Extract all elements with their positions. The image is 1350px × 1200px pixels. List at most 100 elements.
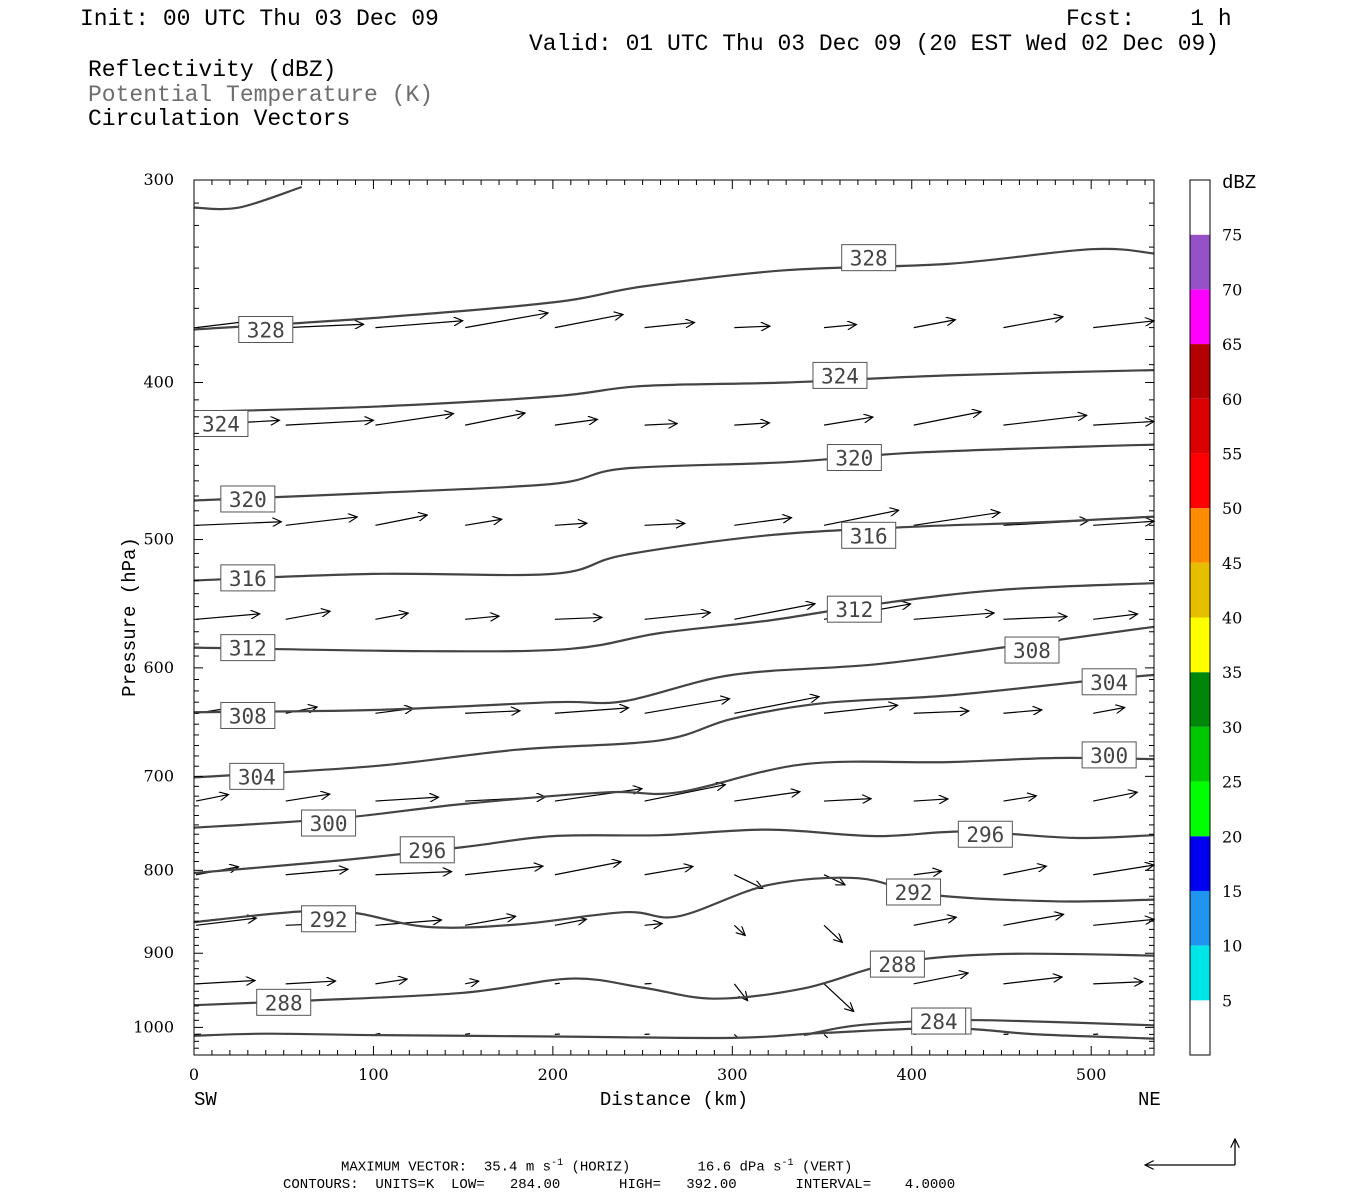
- colorbar-label: 75: [1222, 226, 1242, 245]
- max-vector-vert: 16.6 dPa s: [697, 1159, 782, 1176]
- svg-text:328: 328: [850, 247, 888, 271]
- theta-contour-300: [193, 756, 1155, 829]
- circulation-vector: [733, 924, 745, 935]
- theta-contour-316: [193, 515, 1155, 582]
- circulation-vector: [823, 705, 898, 714]
- y-tick-label: 300: [143, 170, 174, 189]
- circulation-vector: [734, 874, 762, 889]
- circulation-vector: [285, 324, 364, 327]
- circulation-vector: [1003, 866, 1046, 876]
- colorbar-label: 45: [1222, 554, 1242, 573]
- circulation-vector: [1003, 710, 1041, 713]
- circulation-vector: [644, 613, 711, 620]
- colorbar-label: 5: [1222, 991, 1232, 1010]
- circulation-vector: [554, 919, 587, 926]
- circulation-vector: [1003, 415, 1086, 426]
- vert-exponent: -1: [781, 1158, 794, 1169]
- circulation-vector: [285, 420, 374, 426]
- circulation-vector: [195, 522, 281, 526]
- colorbar-label: 25: [1222, 773, 1242, 792]
- circulation-vector: [375, 920, 441, 926]
- circulation-vector: [823, 983, 854, 1012]
- contour-label: 320: [220, 485, 276, 513]
- valid-time: Valid: 01 UTC Thu 03 Dec 09 (20 EST Wed …: [529, 31, 1220, 57]
- circulation-vector: [375, 515, 427, 526]
- circulation-vector: [1093, 792, 1137, 802]
- circulation-vector: [465, 616, 499, 619]
- y-tick-label: 500: [143, 530, 174, 549]
- contour-label: 296: [399, 836, 455, 864]
- circulation-vector: [285, 869, 348, 876]
- circulation-vector: [1093, 919, 1154, 926]
- circulation-vector: [285, 517, 357, 526]
- colorbar-segment: [1190, 234, 1210, 290]
- circulation-vector: [823, 924, 842, 942]
- circulation-vector: [285, 981, 336, 984]
- circulation-vector: [554, 789, 642, 802]
- circulation-vector: [823, 325, 856, 328]
- contour-label: 284: [911, 1007, 967, 1035]
- colorbar-label: 70: [1222, 280, 1242, 299]
- contour-label: 292: [886, 878, 942, 906]
- circulation-vector: [465, 413, 525, 426]
- colorbar-label: 65: [1222, 335, 1242, 354]
- svg-text:288: 288: [265, 991, 303, 1015]
- colorbar-label: 40: [1222, 609, 1242, 628]
- colorbar-segment: [1190, 890, 1210, 946]
- circulation-vector: [824, 799, 871, 801]
- colorbar-segment: [1190, 562, 1210, 618]
- circulation-vector: [823, 417, 873, 426]
- circulation-vector: [1003, 914, 1063, 926]
- contour-label: 324: [812, 361, 868, 389]
- svg-text:296: 296: [408, 839, 446, 863]
- colorbar-label: 55: [1222, 444, 1242, 463]
- circulation-vector: [913, 799, 948, 801]
- max-vector-horiz: 35.4 m s: [483, 1159, 552, 1176]
- contour-label: 308: [1004, 636, 1060, 664]
- contour-label: 300: [1081, 741, 1137, 769]
- svg-text:316: 316: [850, 524, 888, 548]
- contour-label: 328: [841, 244, 897, 272]
- circulation-vector: [465, 916, 515, 926]
- circulation-vector: [285, 794, 330, 802]
- circulation-vector: [375, 979, 407, 984]
- circulation-vector: [1003, 317, 1062, 329]
- forecast-hour: Fcst: 1 h: [1066, 6, 1232, 32]
- circulation-vector: [375, 321, 462, 329]
- circulation-vector: [913, 711, 969, 713]
- circulation-vector: [913, 613, 994, 620]
- y-tick-label: 1000: [133, 1017, 174, 1036]
- circulation-vector: [644, 523, 685, 525]
- circulation-vector: [644, 866, 693, 876]
- theta-contour-284: [193, 1026, 1155, 1040]
- axes: 300 400 500 600 700 800 900 1000 0 100 200 300 400 50…: [133, 170, 1154, 1084]
- contour-info: CONTOURS: UNITS=K LOW= 284.00 HIGH= 392.…: [283, 1177, 956, 1193]
- horiz-exponent: -1: [551, 1158, 564, 1169]
- circulation-vector: [195, 795, 229, 802]
- svg-text:312: 312: [229, 637, 267, 661]
- circulation-vector: [285, 611, 330, 620]
- circulation-vector: [375, 613, 408, 620]
- svg-text:304: 304: [1090, 671, 1128, 695]
- colorbar-segment: [1190, 344, 1210, 399]
- theta-contour-304: [193, 673, 1155, 779]
- svg-text:316: 316: [229, 567, 267, 591]
- contour-label: 316: [220, 564, 276, 592]
- svg-text:312: 312: [835, 598, 873, 622]
- colorbar-label: 60: [1222, 390, 1242, 409]
- svg-text:328: 328: [247, 319, 285, 343]
- ne-endpoint-label: NE: [1138, 1089, 1161, 1111]
- circulation-vector: [195, 918, 256, 926]
- y-tick-label: 800: [143, 860, 174, 879]
- contour-label: 320: [826, 444, 882, 472]
- y-tick-label: 900: [143, 943, 174, 962]
- contour-label: 312: [826, 595, 882, 623]
- colorbar-label: 20: [1222, 827, 1242, 846]
- x-tick-label: 200: [538, 1065, 569, 1084]
- circulation-vector: [465, 866, 543, 876]
- circulation-vector: [554, 314, 623, 329]
- circulation-vector: [644, 424, 678, 426]
- circulation-vector: [554, 862, 621, 876]
- colorbar-segment: [1190, 672, 1210, 727]
